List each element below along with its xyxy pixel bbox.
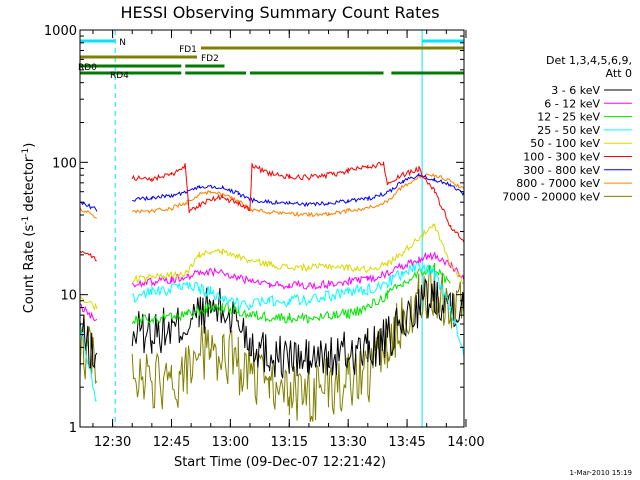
series-line-5 (79, 161, 465, 262)
y-tick-label-0: 1 (69, 421, 77, 436)
series-line-3 (79, 260, 465, 402)
series-line-0 (79, 276, 465, 379)
legend-label-6: 300 - 800 keV (523, 164, 600, 177)
x-tick-label-0: 12:30 (94, 435, 131, 450)
x-tick-label-6: 14:00 (447, 435, 484, 450)
series-line-7 (79, 173, 465, 219)
y-label-mid: detector (22, 156, 37, 216)
y-tick-label-3: 1000 (44, 24, 77, 39)
y-label-sup2: -1 (21, 148, 31, 157)
series-lines (79, 161, 465, 423)
legend-label-4: 50 - 100 keV (530, 137, 600, 150)
legend-label-3: 25 - 50 keV (537, 124, 600, 137)
y-tick-label-2: 100 (52, 156, 77, 171)
legend-header-line-2: Att 0 (606, 67, 632, 80)
legend-label-1: 6 - 12 keV (544, 97, 600, 110)
plot-frame (79, 29, 465, 428)
y-axis-label: Count Rate (s-1 detector-1) (21, 143, 37, 314)
series-line-8 (79, 262, 465, 423)
series-line-4 (79, 223, 465, 311)
legend-label-8: 7000 - 20000 keV (502, 190, 600, 203)
chart-title: HESSI Observing Summary Count Rates (120, 3, 439, 22)
x-tick-label-1: 12:45 (153, 435, 190, 450)
y-label-end: ) (22, 143, 37, 148)
series-line-6 (79, 172, 465, 212)
series-line-1 (79, 251, 465, 322)
flag-bars: N FD1 FD2 RD0 RD4 (78, 38, 464, 81)
y-tick-label-1: 10 (60, 289, 77, 304)
x-tick-label-3: 13:15 (271, 435, 308, 450)
flag-label-rd4: RD4 (110, 71, 129, 81)
flag-label-n: N (119, 38, 126, 48)
flag-label-fd1: FD1 (179, 45, 197, 55)
footer-timestamp: 1-Mar-2010 15:19 (570, 469, 632, 477)
x-tick-label-2: 13:00 (212, 435, 249, 450)
legend-label-7: 800 - 7000 keV (516, 177, 600, 190)
legend-label-5: 100 - 300 keV (523, 151, 600, 164)
legend-label-0: 3 - 6 keV (551, 84, 600, 97)
x-tick-label-5: 13:45 (388, 435, 425, 450)
y-label-sup1: -1 (21, 216, 31, 225)
flag-label-rd0: RD0 (78, 63, 97, 73)
x-axis-label: Start Time (09-Dec-07 12:21:42) (174, 455, 386, 470)
flag-label-fd2: FD2 (201, 54, 219, 64)
x-tick-label-4: 13:30 (329, 435, 366, 450)
axes: 12:30 12:45 13:00 13:15 13:30 13:45 14:00 1 10 10… (44, 24, 485, 450)
legend-label-2: 12 - 25 keV (537, 111, 600, 124)
series-line-2 (131, 263, 451, 326)
y-label-main: Count Rate (s (22, 225, 37, 314)
legend-header-line-1: Det 1,3,4,5,6,9, (546, 54, 632, 67)
